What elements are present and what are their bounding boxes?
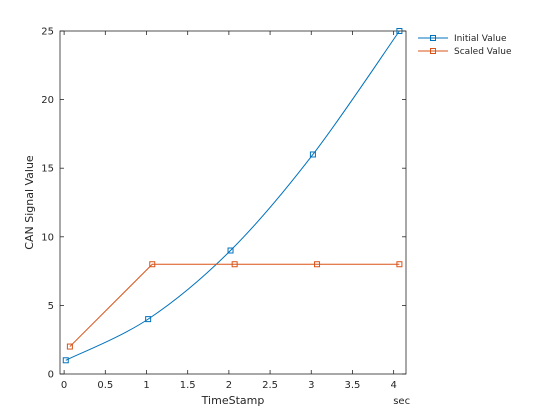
data-point bbox=[62, 357, 69, 364]
data-point bbox=[314, 261, 321, 268]
x-tick-label: 2.5 bbox=[262, 380, 278, 391]
plot-frame bbox=[59, 30, 407, 375]
data-point bbox=[149, 261, 156, 268]
x-tick-label: 2 bbox=[226, 380, 232, 391]
x-axis-label: TimeStamp bbox=[201, 394, 265, 407]
series-layer bbox=[62, 28, 403, 364]
x-axis-ticks: 0 0.5 1 1.5 2 2.5 3 3.5 4 bbox=[61, 31, 397, 391]
series-1 bbox=[62, 28, 403, 364]
legend: Initial Value Scaled Value bbox=[418, 34, 512, 57]
data-point bbox=[227, 247, 234, 254]
x-tick-label: 3 bbox=[308, 380, 314, 391]
y-tick-label: 25 bbox=[41, 27, 54, 38]
y-tick-label: 5 bbox=[48, 301, 54, 312]
data-point bbox=[145, 316, 152, 323]
x-tick-label: 1.5 bbox=[180, 380, 196, 391]
data-point bbox=[396, 28, 403, 34]
x-tick-label: 0 bbox=[61, 380, 67, 391]
data-point bbox=[231, 261, 238, 268]
legend-marker bbox=[430, 48, 436, 54]
plot-area bbox=[59, 30, 407, 375]
x-tick-label: 1 bbox=[143, 380, 149, 391]
legend-marker bbox=[430, 35, 436, 41]
series-2 bbox=[66, 261, 403, 350]
x-tick-label: 4 bbox=[390, 380, 396, 391]
series-line bbox=[65, 30, 400, 361]
legend-label: Initial Value bbox=[454, 34, 507, 44]
legend-label: Scaled Value bbox=[454, 47, 512, 57]
y-tick-label: 15 bbox=[41, 164, 54, 175]
data-point bbox=[309, 151, 316, 158]
y-axis-ticks: 0 5 10 15 20 25 bbox=[41, 27, 406, 381]
y-tick-label: 20 bbox=[41, 95, 54, 106]
y-tick-label: 10 bbox=[41, 232, 54, 243]
x-axis-unit: sec bbox=[393, 396, 410, 407]
data-point bbox=[396, 261, 403, 268]
y-tick-label: 0 bbox=[48, 370, 54, 381]
x-tick-label: 3.5 bbox=[344, 380, 360, 391]
y-axis-label: CAN Signal Value bbox=[23, 155, 36, 250]
series-line bbox=[69, 263, 400, 347]
x-tick-label: 0.5 bbox=[97, 380, 113, 391]
data-point bbox=[66, 343, 73, 350]
